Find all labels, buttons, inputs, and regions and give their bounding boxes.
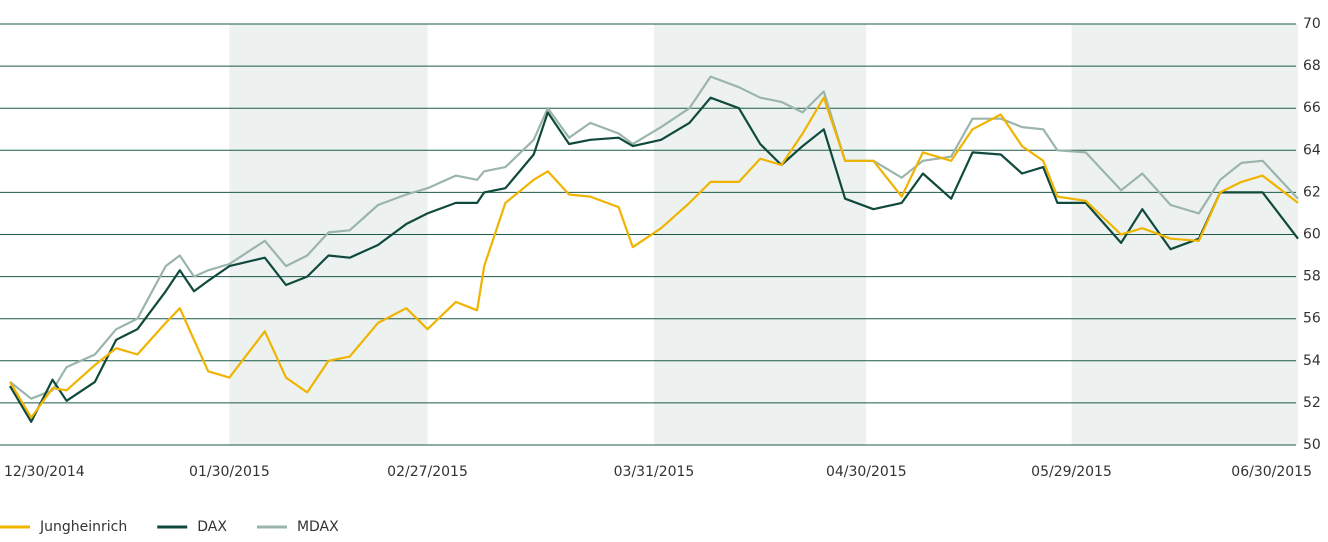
y-tick-label: 66 xyxy=(1303,100,1321,116)
y-tick-label: 56 xyxy=(1303,311,1321,327)
y-tick-label: 52 xyxy=(1303,395,1321,411)
x-tick-label: 06/30/2015 xyxy=(1231,464,1312,480)
y-tick-label: 68 xyxy=(1303,58,1321,74)
legend-label: Jungheinrich xyxy=(39,519,127,535)
x-tick-label: 03/31/2015 xyxy=(614,464,695,480)
y-tick-label: 62 xyxy=(1303,184,1321,200)
y-tick-label: 54 xyxy=(1303,353,1321,369)
y-tick-label: 58 xyxy=(1303,269,1321,285)
y-tick-label: 60 xyxy=(1303,227,1321,243)
series-line xyxy=(9,75,1299,400)
x-tick-label: 01/30/2015 xyxy=(189,464,270,480)
x-tick-label: 12/30/2014 xyxy=(4,464,85,480)
series-line xyxy=(9,96,1299,423)
y-tick-label: 50 xyxy=(1303,437,1321,453)
y-tick-label: 70 xyxy=(1303,16,1321,32)
legend-label: DAX xyxy=(197,519,227,535)
x-tick-label: 04/30/2015 xyxy=(826,464,907,480)
series-line xyxy=(9,96,1299,419)
y-tick-label: 64 xyxy=(1303,142,1321,158)
x-tick-label: 05/29/2015 xyxy=(1031,464,1112,480)
legend-label: MDAX xyxy=(297,519,339,535)
x-tick-label: 02/27/2015 xyxy=(387,464,468,480)
